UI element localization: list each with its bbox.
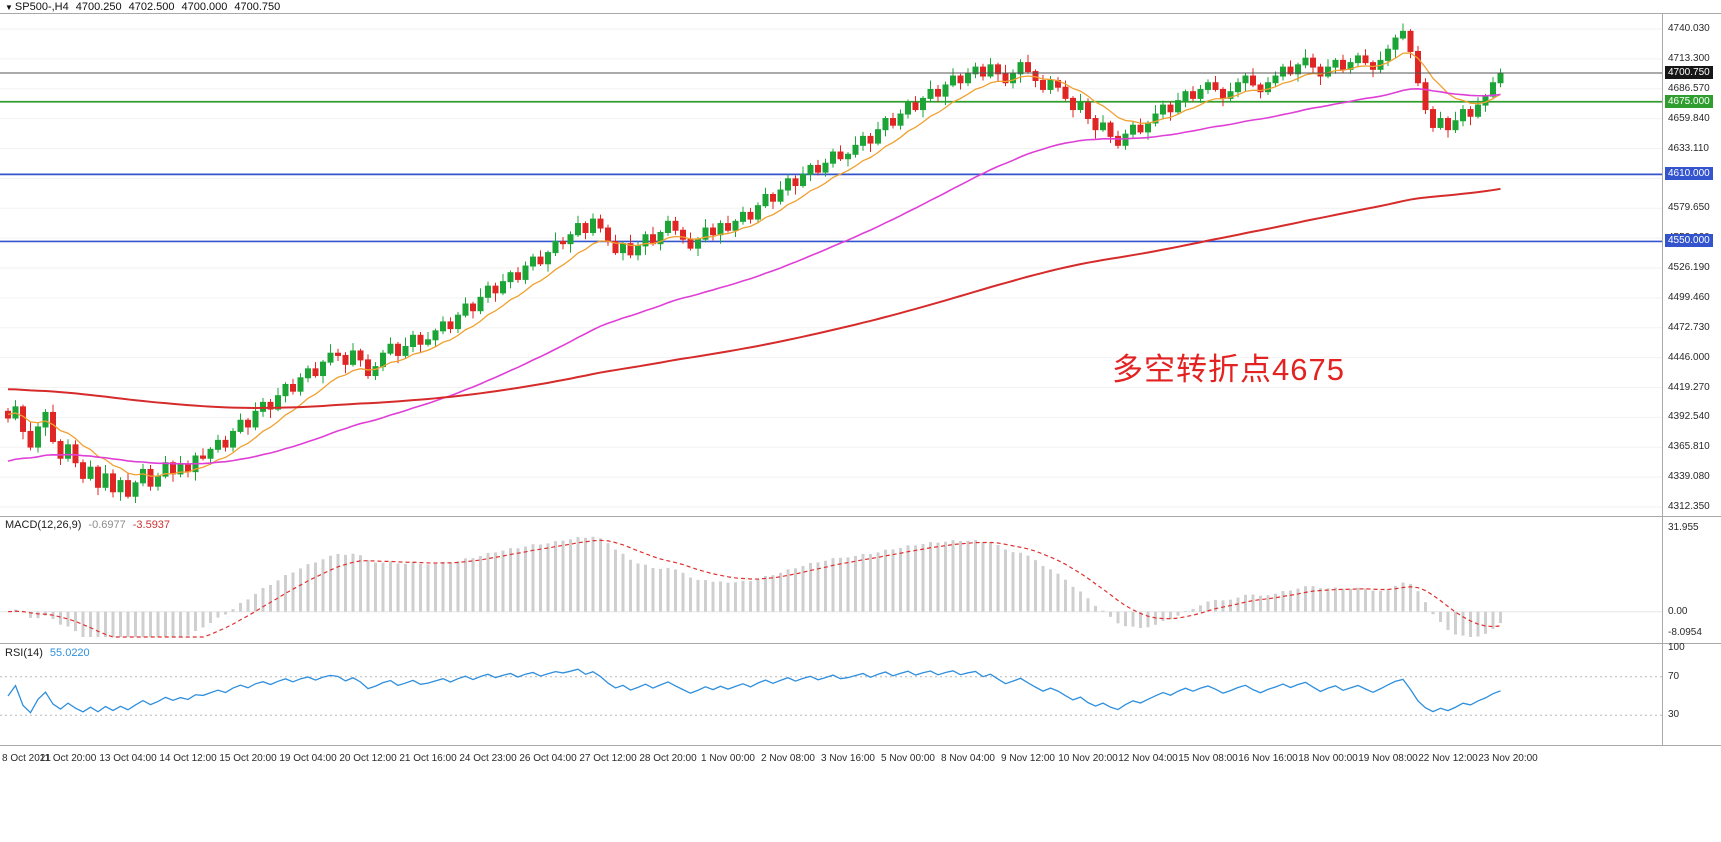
time-axis-label: 13 Oct 04:00	[99, 753, 157, 764]
price-axis-label: 4499.460	[1668, 291, 1710, 303]
time-axis-label: 24 Oct 23:00	[459, 753, 517, 764]
time-axis-label: 16 Nov 16:00	[1238, 753, 1298, 764]
price-axis-separator	[1662, 13, 1663, 746]
price-axis-label: 4446.000	[1668, 351, 1710, 363]
price-axis-label: 4312.350	[1668, 501, 1710, 513]
macd-indicator-header: MACD(12,26,9) -0.6977 -3.5937	[5, 519, 170, 531]
time-axis-label: 3 Nov 16:00	[821, 753, 875, 764]
price-level-badge: 4675.000	[1665, 94, 1713, 108]
rsi-axis-label: 100	[1668, 642, 1685, 653]
time-axis-label: 5 Nov 00:00	[881, 753, 935, 764]
time-axis-label: 28 Oct 20:00	[639, 753, 697, 764]
ohlc-open: 4700.250	[75, 1, 122, 13]
time-axis-label: 9 Nov 12:00	[1001, 753, 1055, 764]
time-axis-label: 12 Nov 04:00	[1118, 753, 1178, 764]
chart-top-border	[0, 13, 1721, 14]
time-axis-label: 8 Nov 04:00	[941, 753, 995, 764]
macd-signal-value: -3.5937	[132, 519, 171, 531]
symbol-name: SP500-,H4	[14, 1, 69, 13]
time-axis-label: 8 Oct 2021	[2, 753, 51, 764]
price-level-badge: 4610.000	[1665, 167, 1713, 181]
time-axis-label: 10 Nov 20:00	[1058, 753, 1118, 764]
time-axis-label: 1 Nov 00:00	[701, 753, 755, 764]
time-axis-label: 23 Nov 20:00	[1478, 753, 1538, 764]
ohlc-close: 4700.750	[234, 1, 281, 13]
macd-axis-label: -8.0954	[1668, 626, 1702, 638]
rsi-title: RSI(14)	[5, 647, 43, 659]
macd-main-value: -0.6977	[88, 519, 126, 531]
time-axis-label: 11 Oct 20:00	[39, 753, 97, 764]
price-axis-label: 4686.570	[1668, 82, 1710, 94]
time-axis-label: 19 Oct 04:00	[279, 753, 337, 764]
price-axis-label: 4419.270	[1668, 381, 1710, 393]
rsi-value: 55.0220	[49, 647, 90, 659]
macd-axis-label: 0.00	[1668, 605, 1688, 617]
time-axis-label: 15 Oct 20:00	[219, 753, 277, 764]
ohlc-high: 4702.500	[128, 1, 175, 13]
time-axis[interactable]: 8 Oct 2021 11 Oct 20:00 13 Oct 04:00 14 Oct…	[0, 746, 1662, 772]
price-axis[interactable]: 4740.030 4713.300 4686.570 4659.840 4633.110…	[1663, 0, 1721, 775]
price-axis-label: 4713.300	[1668, 52, 1710, 64]
macd-title: MACD(12,26,9)	[5, 519, 82, 531]
price-axis-label: 4339.080	[1668, 471, 1710, 483]
price-axis-label: 4633.110	[1668, 142, 1709, 154]
macd-axis-label: 31.955	[1668, 521, 1699, 533]
time-axis-label: 19 Nov 08:00	[1358, 753, 1418, 764]
time-axis-divider[interactable]	[0, 745, 1721, 746]
macd-panel-divider[interactable]	[0, 516, 1721, 517]
time-axis-label: 20 Oct 12:00	[339, 753, 397, 764]
rsi-indicator-header: RSI(14) 55.0220	[5, 647, 90, 659]
annotation-turning-point: 多空转折点4675	[1112, 352, 1345, 387]
price-axis-label: 4740.030	[1668, 23, 1710, 35]
price-axis-label: 4579.650	[1668, 202, 1710, 214]
rsi-axis-label: 30	[1668, 709, 1680, 721]
rsi-panel-divider[interactable]	[0, 643, 1721, 644]
chart-marker-icon: ▼	[5, 3, 13, 12]
price-axis-label: 4365.810	[1668, 441, 1710, 453]
time-axis-label: 18 Nov 00:00	[1298, 753, 1358, 764]
time-axis-label: 21 Oct 16:00	[399, 753, 457, 764]
rsi-axis-label: 70	[1668, 670, 1680, 682]
price-axis-label: 4392.540	[1668, 411, 1710, 423]
ohlc-low: 4700.000	[181, 1, 228, 13]
chart-symbol-info: ▼ SP500-,H4 4700.250 4702.500 4700.000 4700.7…	[5, 1, 287, 13]
price-axis-label: 4526.190	[1668, 262, 1710, 274]
price-axis-label: 4659.840	[1668, 112, 1710, 124]
time-axis-label: 15 Nov 08:00	[1178, 753, 1238, 764]
time-axis-label: 22 Nov 12:00	[1418, 753, 1478, 764]
time-axis-label: 2 Nov 08:00	[761, 753, 815, 764]
time-axis-label: 26 Oct 04:00	[519, 753, 577, 764]
time-axis-label: 27 Oct 12:00	[579, 753, 637, 764]
price-level-badge: 4550.000	[1665, 234, 1713, 248]
current-price-badge: 4700.750	[1665, 65, 1713, 79]
time-axis-label: 14 Oct 12:00	[159, 753, 217, 764]
price-axis-label: 4472.730	[1668, 321, 1710, 333]
